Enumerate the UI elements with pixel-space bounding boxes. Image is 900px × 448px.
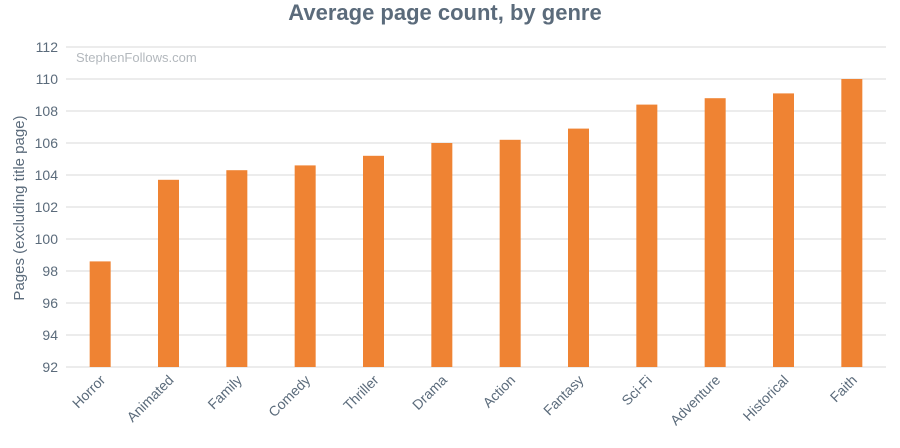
bar-thriller — [363, 155, 384, 367]
x-tick-label: Faith — [827, 372, 860, 405]
bar-drama — [431, 143, 453, 367]
x-tick-label: Family — [204, 372, 244, 412]
bar-sci-fi — [636, 104, 658, 367]
gridlines — [66, 46, 886, 368]
y-tick-label: 92 — [42, 359, 58, 375]
x-tick-label: Drama — [409, 372, 450, 413]
x-tick-label: Animated — [123, 372, 176, 425]
bar-historical — [773, 93, 794, 368]
x-tick-label: Horror — [69, 372, 109, 412]
bars — [89, 79, 863, 368]
bar-animated — [158, 179, 179, 367]
x-tick-label: Adventure — [667, 372, 724, 429]
y-axis-ticks: 92 94 96 98 100 102 104 106 108 110 112 — [35, 39, 59, 375]
x-tick-label: Comedy — [265, 372, 313, 420]
y-tick-label: 110 — [36, 71, 59, 87]
x-tick-label: Historical — [740, 372, 792, 424]
y-tick-label: 112 — [36, 39, 59, 55]
bar-faith — [841, 79, 863, 367]
x-tick-label: Action — [479, 372, 518, 411]
bar-horror — [89, 261, 111, 367]
x-tick-label: Thriller — [340, 372, 382, 414]
bar-comedy — [294, 165, 316, 367]
bar-family — [226, 170, 248, 367]
x-axis-ticks: Horror Animated Family Comedy Thriller Drama A… — [69, 372, 860, 429]
y-tick-label: 108 — [35, 103, 59, 119]
y-tick-label: 100 — [35, 231, 59, 247]
x-tick-label: Fantasy — [540, 372, 587, 419]
y-tick-label: 98 — [42, 263, 58, 279]
bar-action — [499, 139, 521, 367]
bar-fantasy — [568, 128, 589, 367]
y-tick-label: 104 — [35, 167, 59, 183]
y-axis-label: Pages (excluding title page) — [11, 115, 28, 300]
y-tick-label: 96 — [42, 295, 58, 311]
y-tick-label: 94 — [42, 327, 58, 343]
watermark: StephenFollows.com — [76, 50, 197, 65]
chart-title: Average page count, by genre — [288, 0, 601, 25]
bar-adventure — [704, 98, 726, 367]
x-tick-label: Sci-Fi — [618, 372, 655, 409]
y-tick-label: 102 — [35, 199, 59, 215]
y-tick-label: 106 — [35, 135, 59, 151]
